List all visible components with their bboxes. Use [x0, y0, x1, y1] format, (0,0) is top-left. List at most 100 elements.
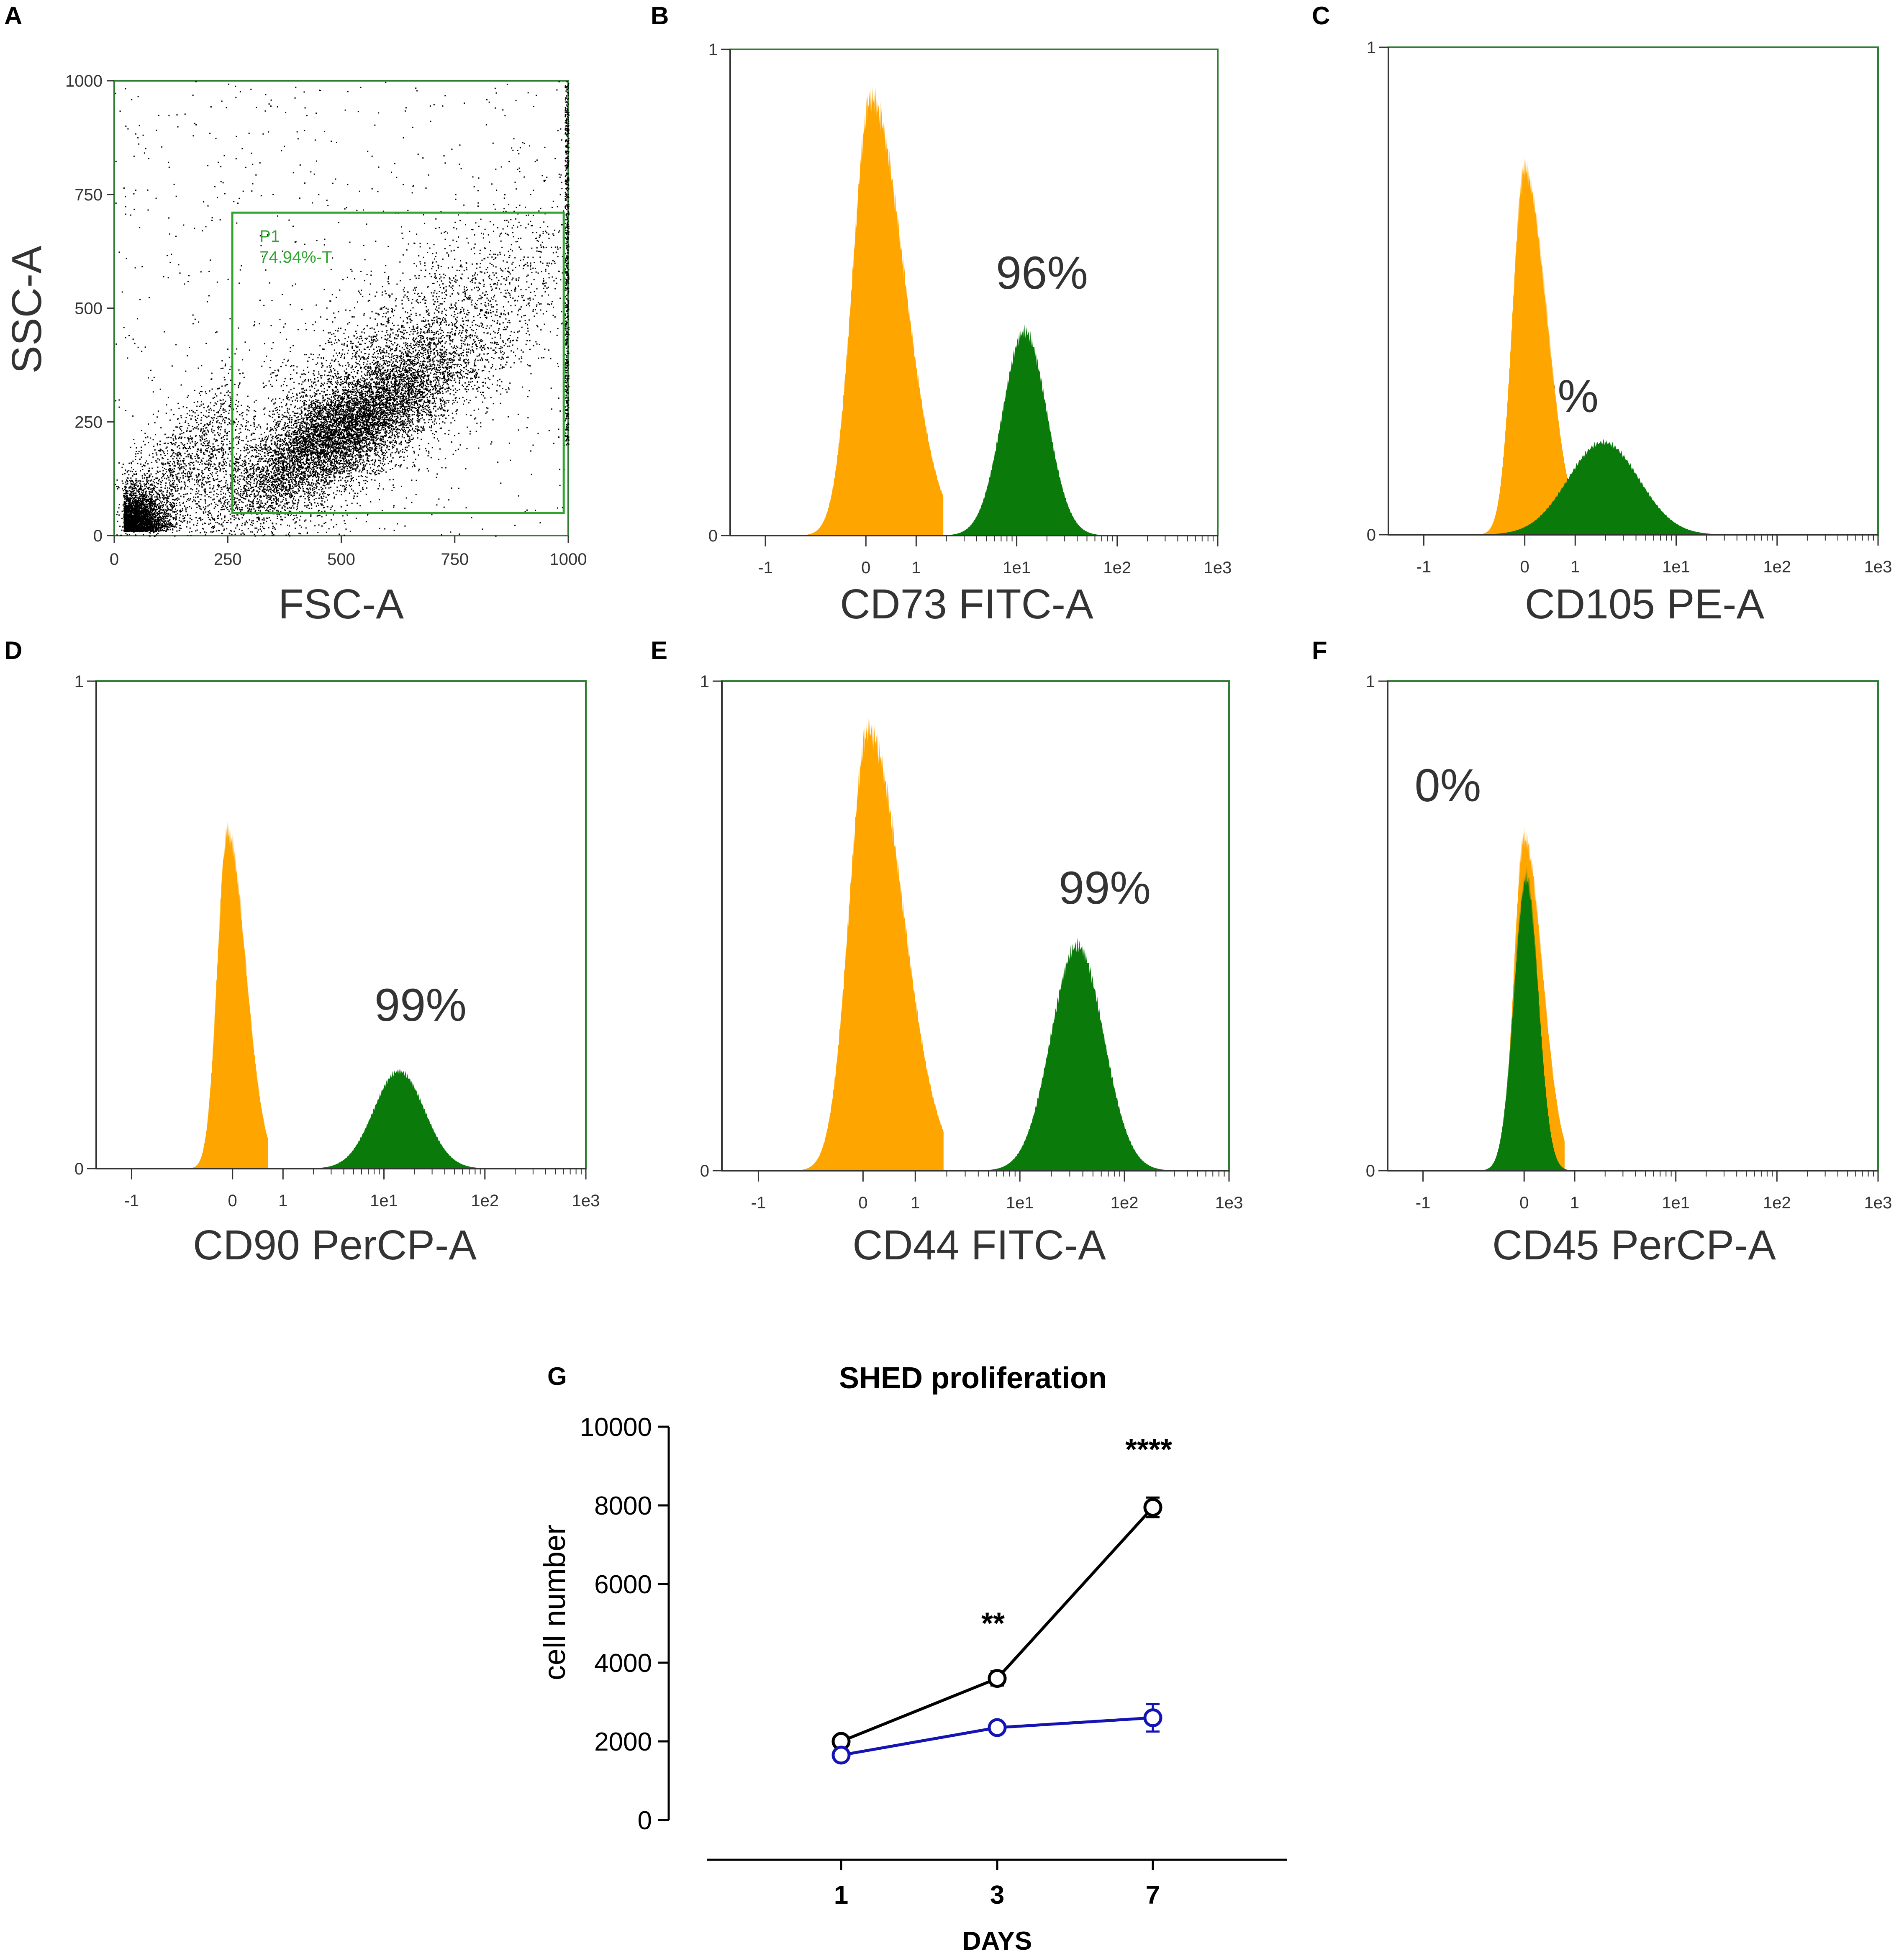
panel-label-a: A — [4, 2, 22, 30]
data-point-blue — [988, 1718, 1007, 1737]
marker-histogram — [1478, 866, 1575, 1171]
x-tick-label: 1e2 — [1111, 1194, 1139, 1212]
data-point-blue — [1143, 1708, 1162, 1728]
panel-a: A P1 74.94%-T 0 250 500 750 1000 0 250 500 750 10… — [3, 2, 587, 628]
x-tick-label: -1 — [1416, 1194, 1431, 1212]
x-tick-label: 0 — [858, 1194, 867, 1212]
gate-name: P1 — [259, 227, 280, 246]
x-tick-label: 250 — [214, 550, 242, 569]
x-tick-label: 500 — [327, 550, 355, 569]
scatter-points — [115, 81, 570, 537]
x-tick-label: 1e3 — [572, 1192, 600, 1210]
marker-histogram — [973, 938, 1182, 1171]
panel-label-e: E — [651, 636, 667, 664]
y-tick-label: 8000 — [594, 1492, 652, 1520]
x-tick-label: 1e3 — [1215, 1194, 1243, 1212]
x-tick-label: 1000 — [550, 550, 587, 569]
panel-g: G SHED proliferation cell number DAYS 0 2… — [538, 1361, 1287, 1956]
x-tick-label: 0 — [861, 559, 870, 577]
y-tick-label: 1000 — [65, 72, 103, 90]
y-tick-label: 0 — [700, 1162, 709, 1180]
x-axis-label: DAYS — [962, 1927, 1032, 1956]
x-tick-label: 0 — [1519, 1194, 1529, 1212]
y-tick-label: 250 — [74, 413, 103, 431]
y-tick-label: 0 — [638, 1806, 652, 1835]
data-point-blue — [831, 1746, 851, 1765]
y-tick-label: 1 — [1367, 38, 1376, 57]
y-tick-label: 10000 — [580, 1413, 652, 1442]
x-tick-label: -1 — [124, 1192, 139, 1210]
x-tick-label: 0 — [110, 550, 119, 569]
y-tick-label: 750 — [74, 186, 103, 204]
panel-label-g: G — [547, 1362, 567, 1390]
x-tick-label: 1e2 — [1763, 558, 1791, 576]
panel-label-c: C — [1312, 2, 1330, 30]
marker-histogram — [298, 1067, 500, 1169]
data-point-black — [1143, 1498, 1162, 1517]
x-tick-label: -1 — [1416, 558, 1432, 576]
chart-title: SHED proliferation — [839, 1361, 1107, 1395]
x-axis-label: FSC-A — [278, 581, 404, 628]
significance-label: ** — [981, 1607, 1005, 1641]
x-axis-label: CD45 PerCP-A — [1492, 1222, 1776, 1269]
x-tick-label: 750 — [441, 550, 469, 569]
panel-d: D 99% CD90 PerCP-A -1 0 1 1e1 1e2 1e3 0 1 — [4, 636, 600, 1269]
marker-histogram — [1462, 439, 1745, 535]
y-tick-label: 0 — [1366, 1162, 1375, 1180]
percent-label: 99% — [1059, 862, 1151, 914]
y-tick-label: 4000 — [594, 1649, 652, 1678]
panel-e: E 99% CD44 FITC-A -1 0 1 1e1 1e2 1e3 0 1 — [651, 636, 1243, 1269]
y-axis-label: SSC-A — [3, 246, 50, 374]
isotype-histogram — [798, 82, 944, 536]
isotype-histogram — [793, 715, 944, 1171]
x-tick-label: 1e1 — [370, 1192, 398, 1210]
x-tick-label: 1 — [911, 559, 921, 577]
y-tick-label: 1 — [708, 41, 718, 59]
panel-label-b: B — [651, 2, 669, 30]
y-axis-label: cell number — [538, 1525, 572, 1680]
x-tick-label: 7 — [1146, 1881, 1160, 1910]
x-tick-label: 1e2 — [1103, 559, 1131, 577]
x-tick-label: 1e1 — [1006, 1194, 1034, 1212]
y-tick-label: 1 — [700, 672, 709, 691]
x-axis-label: CD44 FITC-A — [852, 1222, 1106, 1269]
x-tick-label: 1e3 — [1204, 559, 1232, 577]
percent-label: 99% — [375, 979, 467, 1031]
y-tick-label: 6000 — [594, 1570, 652, 1599]
y-tick-label: 0 — [708, 527, 718, 545]
percent-label: 0% — [1415, 760, 1481, 811]
data-point-black — [988, 1669, 1007, 1688]
x-tick-label: 1e3 — [1864, 1194, 1892, 1212]
x-tick-label: 1 — [911, 1194, 920, 1212]
percent-label: 96% — [996, 247, 1088, 299]
x-tick-label: 1e3 — [1864, 558, 1892, 576]
significance-label: **** — [1125, 1433, 1172, 1466]
x-tick-label: 1 — [1570, 1194, 1579, 1212]
x-axis-label: CD73 FITC-A — [840, 581, 1093, 628]
x-tick-label: -1 — [751, 1194, 766, 1212]
x-tick-label: 0 — [228, 1192, 237, 1210]
x-tick-label: 1e1 — [1003, 559, 1031, 577]
panel-b: B 96% CD73 FITC-A -1 0 1 1e1 1e2 1e3 0 1 — [651, 2, 1232, 628]
x-tick-label: 0 — [1520, 558, 1529, 576]
x-axis-label: CD90 PerCP-A — [193, 1222, 477, 1269]
panel-label-d: D — [4, 636, 22, 664]
x-axis-label: CD105 PE-A — [1525, 581, 1765, 628]
y-tick-label: 1 — [74, 672, 84, 691]
x-tick-label: 3 — [990, 1881, 1004, 1910]
scatter-dots — [115, 81, 570, 537]
isotype-histogram — [187, 820, 268, 1169]
y-tick-label: 1 — [1366, 672, 1375, 691]
panel-f: F 0% CD45 PerCP-A -1 0 1 1e1 1e2 1e3 0 1 — [1312, 636, 1892, 1269]
x-tick-label: 1e2 — [471, 1192, 499, 1210]
x-tick-label: 1 — [834, 1881, 848, 1910]
x-tick-label: -1 — [758, 559, 773, 577]
y-tick-label: 2000 — [594, 1728, 652, 1756]
panel-label-f: F — [1312, 636, 1327, 664]
gate-percent: 74.94%-T — [259, 248, 332, 267]
x-tick-label: 1e1 — [1662, 1194, 1690, 1212]
axes: 0 250 500 750 1000 0 250 500 750 1000 — [65, 72, 587, 569]
